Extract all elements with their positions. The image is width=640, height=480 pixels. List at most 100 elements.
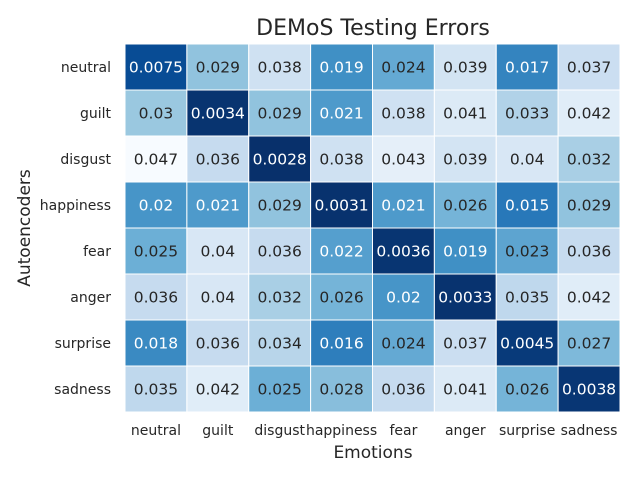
- cell-value-label: 0.02: [386, 289, 421, 307]
- cell-value-label: 0.047: [134, 151, 178, 169]
- cell-value-label: 0.043: [381, 151, 425, 169]
- heatmap-cells: 0.0075 0.029 0.038 0.019 0.024 0.039 0.017 0.03…: [124, 43, 621, 413]
- heatmap-cell: [248, 273, 312, 321]
- cell-value-label: 0.04: [201, 243, 236, 261]
- heatmap-cell: [310, 89, 373, 137]
- cell-value-label: 0.042: [567, 289, 611, 307]
- cell-value-label: 0.032: [258, 289, 302, 307]
- heatmap-cell: [557, 365, 621, 413]
- x-tick-label: guilt: [202, 423, 234, 439]
- heatmap-cell: [433, 43, 497, 91]
- heatmap-cell: [310, 227, 373, 275]
- y-tick-label: fear: [83, 244, 111, 260]
- y-tick-label: sadness: [54, 382, 111, 398]
- x-tick-label: sadness: [561, 423, 618, 439]
- cell-value-label: 0.036: [196, 335, 240, 353]
- heatmap-cell: [433, 319, 497, 367]
- heatmap-cell: [495, 319, 559, 367]
- heatmap-cell: [248, 365, 312, 413]
- heatmap-cell: [433, 273, 497, 321]
- cell-value-label: 0.0038: [562, 381, 616, 399]
- heatmap-cell: [557, 135, 621, 183]
- y-tick-label: guilt: [80, 106, 112, 122]
- heatmap-cell: [248, 135, 312, 183]
- cell-value-label: 0.03: [139, 105, 174, 123]
- heatmap-cell: [372, 365, 435, 413]
- heatmap-cell: [310, 135, 373, 183]
- cell-value-label: 0.042: [567, 105, 611, 123]
- heatmap-cell: [248, 319, 312, 367]
- cell-value-label: 0.021: [319, 105, 363, 123]
- heatmap-cell: [372, 135, 435, 183]
- cell-value-label: 0.033: [505, 105, 549, 123]
- cell-value-label: 0.017: [505, 59, 549, 77]
- x-tick-label: fear: [389, 423, 417, 439]
- y-axis-label: Autoencoders: [15, 169, 35, 287]
- cell-value-label: 0.024: [381, 335, 425, 353]
- cell-value-label: 0.015: [505, 197, 549, 215]
- cell-value-label: 0.038: [258, 59, 302, 77]
- x-tick-labels: neutral guilt disgust happiness fear anger sur…: [131, 423, 618, 439]
- x-tick-label: surprise: [499, 423, 555, 439]
- cell-value-label: 0.021: [196, 197, 240, 215]
- heatmap-cell: [557, 273, 621, 321]
- heatmap-cell: [186, 273, 250, 321]
- heatmap-cell: [248, 43, 312, 91]
- heatmap-cell: [186, 89, 250, 137]
- cell-value-label: 0.029: [196, 59, 240, 77]
- cell-value-label: 0.026: [319, 289, 363, 307]
- heatmap-cell: [495, 273, 559, 321]
- y-tick-label: disgust: [60, 152, 111, 168]
- x-tick-label: anger: [445, 423, 486, 439]
- heatmap-cell: [186, 135, 250, 183]
- cell-value-label: 0.041: [443, 105, 487, 123]
- heatmap-cell: [372, 181, 435, 229]
- cell-value-label: 0.018: [134, 335, 178, 353]
- cell-value-label: 0.029: [258, 197, 302, 215]
- cell-value-label: 0.019: [319, 59, 363, 77]
- cell-value-label: 0.025: [134, 243, 178, 261]
- cell-value-label: 0.0031: [314, 197, 368, 215]
- heatmap-cell: [372, 227, 435, 275]
- cell-value-label: 0.019: [443, 243, 487, 261]
- heatmap-cell: [248, 181, 312, 229]
- cell-value-label: 0.041: [443, 381, 487, 399]
- cell-value-label: 0.04: [201, 289, 236, 307]
- cell-value-label: 0.029: [258, 105, 302, 123]
- y-tick-label: anger: [70, 290, 111, 306]
- cell-value-label: 0.026: [443, 197, 487, 215]
- cell-value-label: 0.036: [567, 243, 611, 261]
- cell-value-label: 0.029: [567, 197, 611, 215]
- cell-value-label: 0.0034: [191, 105, 245, 123]
- heatmap-cell: [124, 319, 188, 367]
- cell-value-label: 0.036: [196, 151, 240, 169]
- y-tick-label: happiness: [40, 198, 111, 214]
- cell-value-label: 0.024: [381, 59, 425, 77]
- y-tick-label: surprise: [55, 336, 111, 352]
- cell-value-label: 0.016: [319, 335, 363, 353]
- y-tick-label: neutral: [61, 60, 111, 76]
- heatmap-cell: [433, 365, 497, 413]
- heatmap-cell: [557, 89, 621, 137]
- cell-value-label: 0.039: [443, 151, 487, 169]
- cell-value-label: 0.0033: [438, 289, 492, 307]
- cell-value-label: 0.036: [134, 289, 178, 307]
- heatmap-cell: [124, 365, 188, 413]
- heatmap-cell: [495, 227, 559, 275]
- cell-value-label: 0.037: [567, 59, 611, 77]
- x-tick-label: happiness: [306, 423, 377, 439]
- cell-value-label: 0.026: [505, 381, 549, 399]
- heatmap-cell: [186, 43, 250, 91]
- cell-value-label: 0.036: [258, 243, 302, 261]
- heatmap-cell: [124, 181, 188, 229]
- heatmap-cell: [372, 273, 435, 321]
- cell-value-label: 0.036: [381, 381, 425, 399]
- cell-value-label: 0.023: [505, 243, 549, 261]
- cell-value-label: 0.0075: [129, 59, 183, 77]
- x-tick-label: neutral: [131, 423, 181, 439]
- heatmap-cell: [124, 135, 188, 183]
- cell-value-label: 0.021: [381, 197, 425, 215]
- cell-value-label: 0.027: [567, 335, 611, 353]
- cell-value-label: 0.025: [258, 381, 302, 399]
